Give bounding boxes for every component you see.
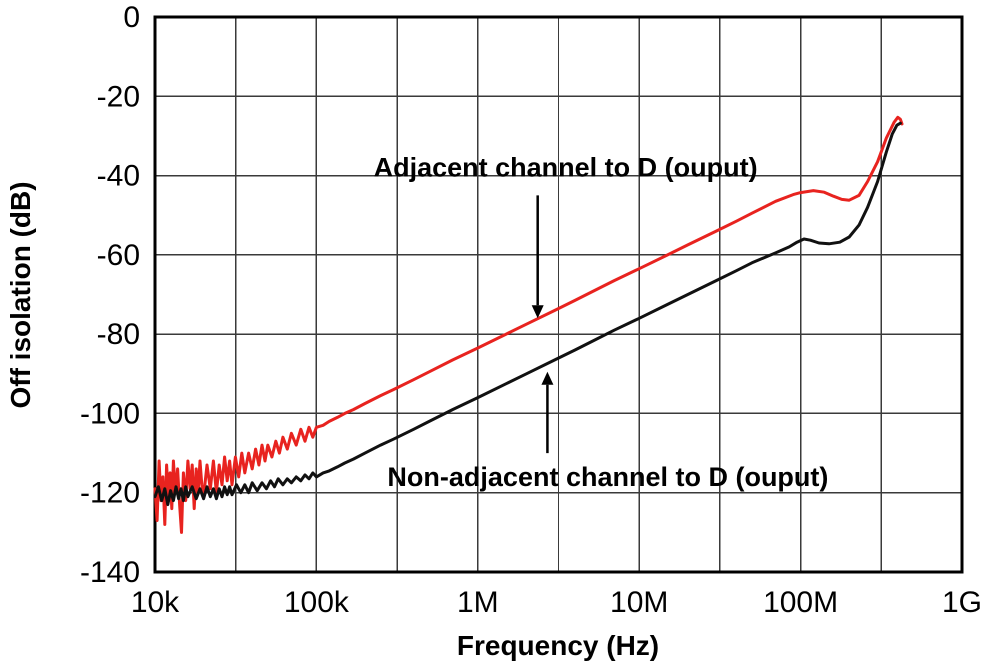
annotation-label: Adjacent channel to D (ouput) (374, 153, 758, 183)
y-tick-label: -40 (97, 160, 140, 193)
y-tick-label: -80 (97, 318, 140, 351)
annotation-arrowhead-icon (541, 371, 554, 385)
series-line (153, 121, 902, 507)
plot-border (153, 15, 964, 574)
axis-tick-labels: 10k 100k 1M 10M 100M 1G 0 -20 -40 -60 -80 -100 -120 -… (80, 1, 982, 619)
y-tick-label: -60 (97, 239, 140, 272)
y-tick-label: -120 (80, 477, 140, 510)
grid-lines (153, 15, 964, 574)
annotation-arrowhead-icon (531, 305, 544, 319)
x-tick-label: 10k (131, 586, 180, 619)
y-axis-title: Off isolation (dB) (5, 181, 36, 408)
x-axis-title: Frequency (Hz) (457, 630, 659, 661)
x-tick-label: 100M (763, 586, 838, 619)
x-tick-label: 100k (284, 586, 350, 619)
annotations: Adjacent channel to D (ouput) Non-adjacen… (374, 153, 829, 492)
y-tick-label: -20 (97, 80, 140, 113)
annotation-label: Non-adjacent channel to D (ouput) (387, 462, 828, 492)
x-tick-label: 1G (942, 586, 982, 619)
y-tick-label: 0 (123, 1, 140, 34)
data-series (153, 115, 904, 534)
x-tick-label: 1M (457, 586, 499, 619)
x-tick-label: 10M (610, 586, 668, 619)
y-tick-label: -140 (80, 556, 140, 589)
y-tick-label: -100 (80, 397, 140, 430)
